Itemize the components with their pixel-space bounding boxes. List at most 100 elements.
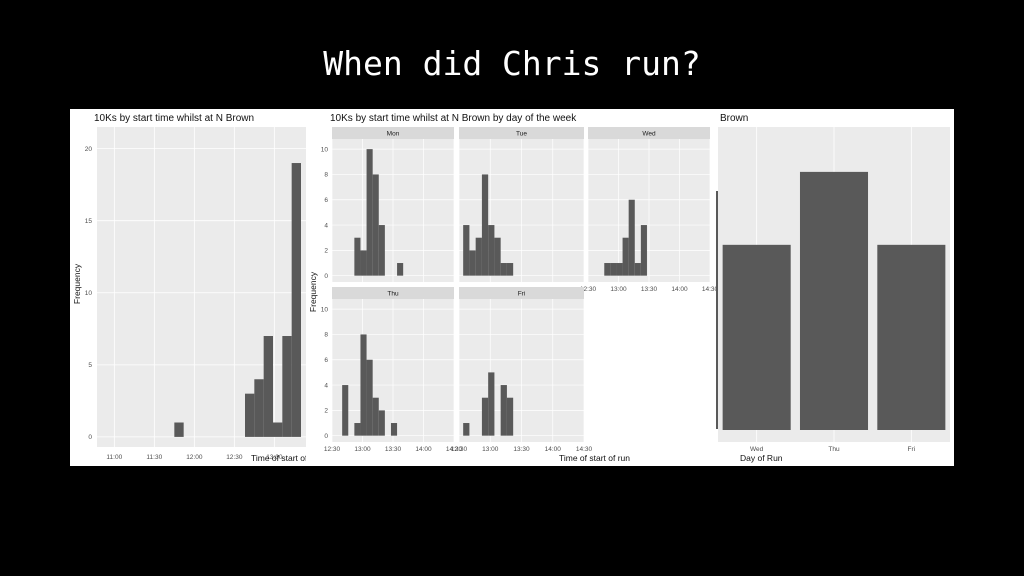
facet-label: Tue — [516, 131, 527, 138]
chart-title: 10Ks by start time whilst at N Brown — [94, 113, 254, 124]
histogram-bar — [475, 237, 482, 276]
y-tick-label: 6 — [324, 197, 328, 204]
histogram-bar — [622, 237, 629, 276]
x-tick-label: 12:30 — [226, 454, 243, 461]
histogram-bar — [488, 372, 495, 436]
y-tick-label: 4 — [324, 222, 328, 229]
x-tick-label: 13:00 — [354, 446, 371, 453]
x-axis-title: Time of start of run — [251, 453, 306, 463]
facet-strip — [459, 127, 584, 139]
x-tick-label: 11:00 — [106, 454, 122, 461]
histogram-bar — [366, 149, 373, 276]
x-tick-label: 14:00 — [415, 446, 432, 453]
histogram-bar — [354, 237, 361, 276]
histogram-bar — [378, 410, 385, 436]
facet-strip — [332, 127, 454, 139]
y-tick-label: 6 — [324, 357, 328, 364]
histogram-bar — [282, 336, 292, 437]
y-tick-label: 10 — [321, 146, 329, 153]
histogram-bar — [245, 393, 255, 437]
facet-label: Thu — [387, 291, 399, 298]
facet-label: Mon — [387, 131, 400, 138]
histogram-bar — [397, 263, 404, 276]
charts-panel: 11:00 11:30 12:00 12:30 13:00 0 5 10 15 20 10Ks by… — [70, 109, 954, 466]
x-tick-label: 13:00 — [482, 446, 499, 453]
x-tick-label: 14:30 — [702, 286, 716, 293]
x-tick-label: 13:00 — [266, 454, 283, 461]
y-tick-label: 10 — [85, 290, 93, 297]
histogram-bar — [634, 263, 641, 276]
chart-start-time: 11:00 11:30 12:00 12:30 13:00 0 5 10 15 20 10Ks by… — [72, 113, 306, 463]
histogram-bar — [372, 397, 379, 436]
histogram-bar — [616, 263, 623, 276]
histogram-bar — [500, 263, 507, 276]
x-tick-label: 13:30 — [513, 446, 530, 453]
histogram-bar — [506, 397, 514, 436]
histogram-bar — [291, 163, 301, 437]
histogram-bar — [360, 334, 367, 436]
histogram-bar — [273, 422, 283, 437]
y-tick-label: 5 — [88, 362, 92, 369]
histogram-bar — [360, 250, 367, 276]
facet-strip — [332, 287, 454, 299]
y-tick-label: 10 — [321, 306, 329, 313]
x-tick-label: Wed — [750, 446, 764, 453]
y-tick-label: 2 — [324, 248, 328, 255]
x-tick-label: 12:30 — [580, 286, 597, 293]
x-tick-label: 13:30 — [641, 286, 658, 293]
y-tick-label: 0 — [324, 273, 328, 280]
facet-label: Wed — [642, 131, 656, 138]
x-axis-title: Time of start of run — [559, 453, 630, 463]
histogram-bar — [463, 423, 470, 436]
bar — [799, 171, 869, 430]
histogram-bar — [469, 250, 476, 276]
chart-brown: Wed Thu Fri Brown Day of Run — [716, 113, 950, 463]
histogram-bar — [488, 225, 495, 276]
y-tick-label: 8 — [324, 332, 328, 339]
y-axis-title: Frequency — [72, 263, 82, 304]
x-tick-label: 14:30 — [446, 446, 463, 453]
histogram-bar — [481, 397, 489, 436]
histogram-bar — [481, 174, 489, 276]
chart-title: Brown — [720, 113, 748, 124]
y-tick-label: 4 — [324, 382, 328, 389]
x-tick-label: 14:00 — [671, 286, 688, 293]
x-tick-label: 11:30 — [146, 454, 162, 461]
histogram-bar — [506, 263, 514, 276]
x-tick-label: Thu — [828, 446, 840, 453]
histogram-bar — [254, 379, 264, 437]
facet-label: Fri — [518, 291, 526, 298]
histogram-bar — [640, 225, 647, 276]
y-axis-title: Frequency — [308, 271, 318, 312]
histogram-bar — [263, 336, 273, 437]
histogram-bar — [378, 225, 385, 276]
histogram-bar — [628, 199, 635, 276]
y-tick-label: 0 — [88, 434, 92, 441]
histogram-bar — [174, 422, 184, 437]
x-tick-label: 13:30 — [385, 446, 402, 453]
chart-by-weekday: Mon 0 2 4 6 8 10 Tue Wed 12:30 13:00 13:30 14:00 14:3… — [308, 113, 716, 463]
x-axis-title: Day of Run — [740, 453, 783, 463]
histogram-bar — [494, 237, 501, 276]
x-tick-label: 12:00 — [186, 454, 203, 461]
histogram-bar — [354, 423, 361, 436]
x-tick-label: 12:30 — [451, 446, 468, 453]
bar — [877, 244, 946, 430]
histogram-bar — [604, 263, 611, 276]
facet-strip — [459, 287, 584, 299]
x-tick-label: 14:30 — [576, 446, 593, 453]
chart-title: 10Ks by start time whilst at N Brown by … — [330, 113, 577, 124]
histogram-bar — [342, 385, 349, 436]
y-tick-label: 8 — [324, 172, 328, 179]
histogram-bar — [366, 359, 373, 436]
slide-title: When did Chris run? — [323, 44, 701, 83]
x-tick-label: Fri — [908, 446, 916, 453]
histogram-bar — [390, 423, 398, 436]
histogram-bar — [500, 385, 507, 436]
histogram-bar — [610, 263, 617, 276]
clipped-bar-edge — [716, 191, 718, 429]
y-tick-label: 0 — [324, 433, 328, 440]
y-tick-label: 2 — [324, 408, 328, 415]
y-tick-label: 15 — [85, 218, 93, 225]
facet-strip — [588, 127, 710, 139]
